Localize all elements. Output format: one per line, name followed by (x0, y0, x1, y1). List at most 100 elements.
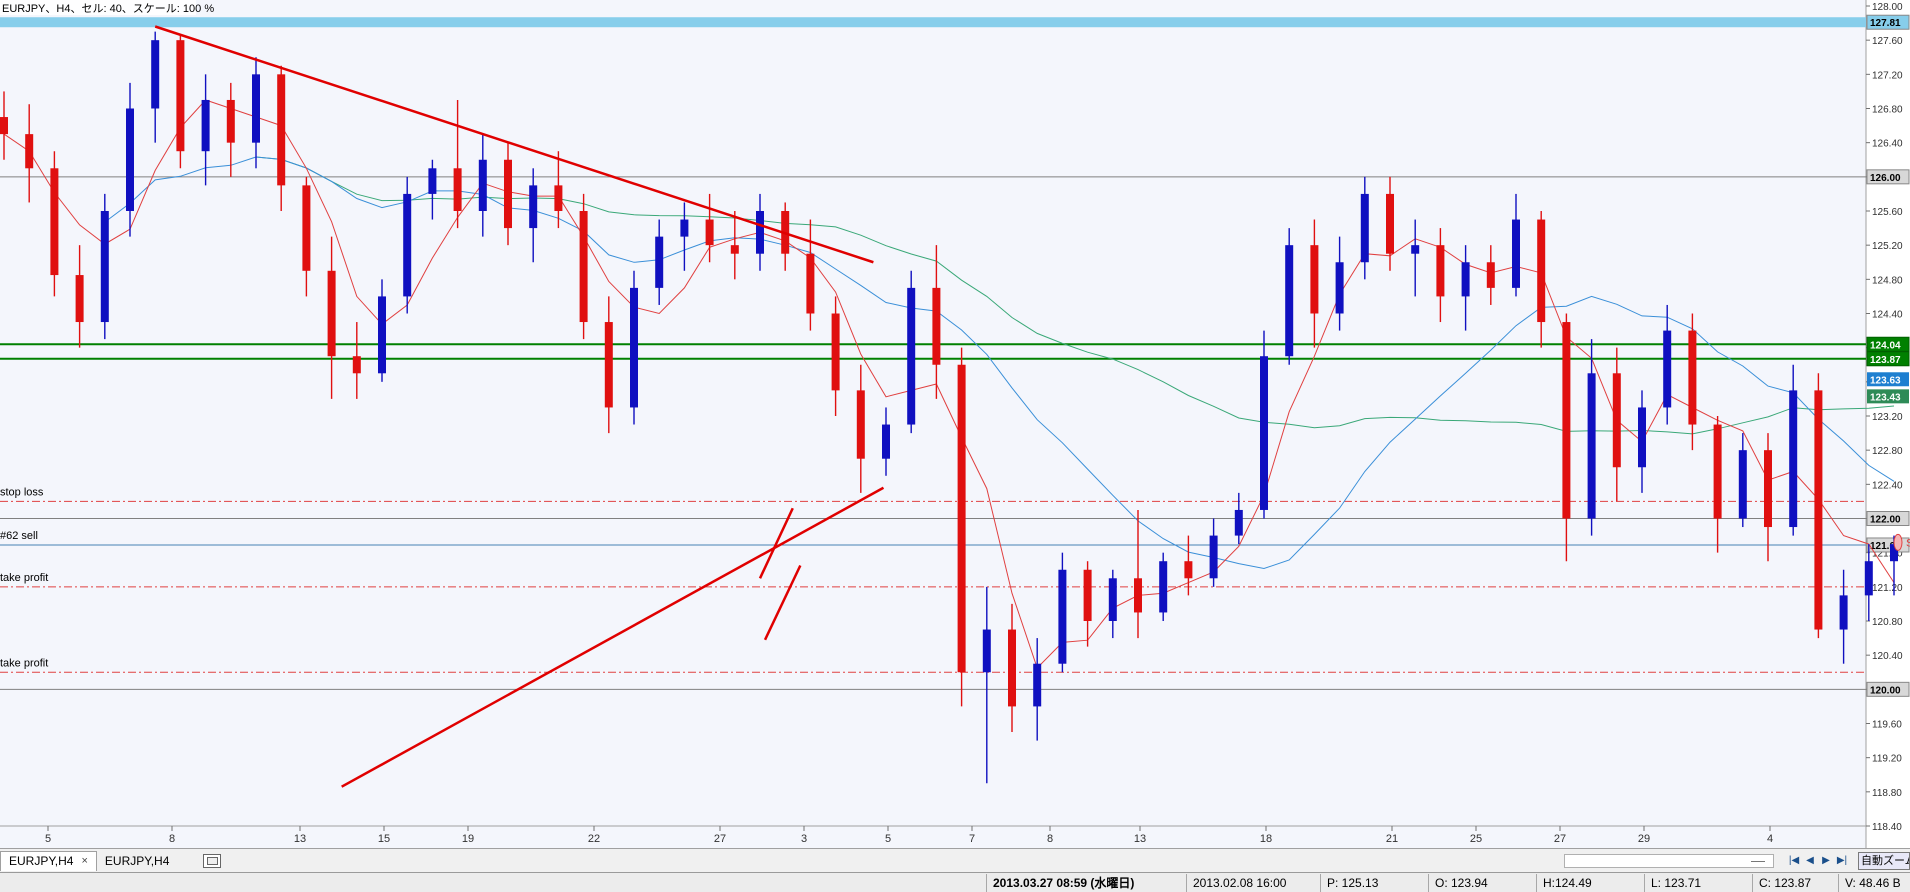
trendline-channel-lower[interactable] (763, 564, 802, 641)
status-volume: V: 48.46 B (1838, 873, 1910, 892)
chart-scroll-track[interactable] (1564, 853, 1774, 868)
candle-body (1360, 193, 1369, 263)
candle-body (478, 159, 487, 211)
price-tag-text-green-lower: 123.87 (1870, 355, 1901, 366)
candle-body (428, 168, 437, 194)
candle-body (1260, 356, 1268, 510)
tab-eurjpy-h4[interactable]: EURJPY,H4 (97, 851, 177, 871)
candle-body (856, 390, 865, 459)
sell-arrow-icon[interactable] (1893, 533, 1903, 551)
candle-body (1461, 262, 1470, 297)
y-tick-label: 120.80 (1872, 617, 1903, 628)
x-tick-label: 27 (1554, 833, 1566, 845)
candle-body (806, 253, 815, 314)
price-tag-green-lower (1866, 351, 1910, 367)
y-tick-label: 124.80 (1872, 275, 1903, 286)
price-tag-text-sell-line: 121.69 (1870, 541, 1901, 552)
status-close: C: 123.87 (1752, 873, 1838, 892)
candle-body (579, 211, 588, 323)
candle-body (1184, 561, 1193, 579)
price-tag-text-green-upper: 124.04 (1870, 340, 1901, 351)
y-tick-label: 119.20 (1872, 754, 1902, 765)
status-pivot: P: 125.13 (1320, 873, 1428, 892)
hline-label-stop-loss: stop loss (0, 486, 44, 498)
price-tag-level-126 (1866, 169, 1910, 185)
candle-body (655, 236, 664, 288)
candle-body (126, 108, 134, 211)
scroll-next-icon[interactable]: ▶ (1822, 854, 1830, 866)
y-tick-label: 124.40 (1872, 310, 1903, 321)
price-tag-green-upper (1866, 336, 1910, 352)
y-tick-label: 118.80 (1872, 788, 1902, 799)
x-tick-label: 15 (378, 833, 390, 845)
candle-body (1612, 373, 1621, 468)
candle-body (1537, 219, 1546, 323)
x-tick-label: 13 (1134, 833, 1146, 845)
price-tag-level-122 (1866, 511, 1910, 526)
candle-body (932, 287, 941, 365)
ma-fast-line (3, 99, 1895, 669)
candle-body (1436, 245, 1445, 297)
y-tick-label: 128.00 (1872, 2, 1903, 13)
candle-body (957, 364, 966, 673)
candle-body (50, 168, 59, 276)
candle-body (1108, 578, 1117, 621)
hline-top-band[interactable] (0, 17, 1866, 28)
candle-body (907, 287, 916, 425)
hline-label-sell-line: #62 sell (0, 530, 38, 542)
ma-tag-0 (1867, 372, 1909, 387)
candle-body (756, 211, 764, 254)
chart-area[interactable]: 128.00 127.60 127.20 126.80 126.40 126.00 125.… (0, 0, 1910, 848)
trendline-descending-resistance[interactable] (154, 25, 874, 264)
candle-body (630, 287, 638, 408)
candle-body (1209, 535, 1218, 579)
candle-body (1335, 262, 1344, 314)
candle-body (327, 270, 336, 357)
new-window-icon[interactable] (203, 853, 222, 868)
price-axis-panel (1866, 0, 1910, 848)
candle-body (277, 74, 286, 186)
candle-body (378, 296, 386, 374)
candle-body (1713, 424, 1722, 519)
tab-close-icon[interactable]: × (81, 855, 88, 867)
candle-body (1234, 509, 1243, 536)
x-tick-label: 25 (1470, 833, 1482, 845)
candle-body (226, 99, 235, 143)
x-tick-label: 7 (969, 833, 975, 845)
candle-body (1638, 407, 1646, 468)
price-tag-text-level-122: 122.00 (1870, 515, 1901, 526)
price-chart[interactable]: 128.00 127.60 127.20 126.80 126.40 126.00 125.… (0, 0, 1910, 848)
auto-zoom-button[interactable]: 自動ズーム (1858, 851, 1910, 870)
scroll-prev-icon[interactable]: ◀ (1806, 854, 1814, 866)
x-tick-label: 4 (1767, 833, 1773, 845)
chart-title-bg (0, 0, 196, 15)
y-tick-label: 119.60 (1872, 720, 1902, 731)
candle-body (1814, 390, 1823, 630)
candle-body (1764, 450, 1772, 528)
candle-body (1285, 245, 1294, 357)
trendline-channel-upper[interactable] (758, 507, 794, 579)
x-tick-label: 29 (1638, 833, 1650, 845)
y-tick-label: 127.60 (1872, 36, 1903, 47)
hline-label-take-profit-1: take profit (0, 572, 48, 584)
x-tick-label: 19 (462, 833, 474, 845)
tab-eurjpy-h4-active[interactable]: EURJPY,H4 × (0, 850, 97, 871)
trendline-ascending-support[interactable] (341, 486, 885, 788)
candle-body (201, 99, 210, 152)
scroll-first-icon[interactable]: |◀ (1788, 854, 1800, 866)
candle-body (352, 356, 361, 374)
sell-marker-label: Sell (1906, 537, 1910, 549)
candle-body (1008, 629, 1016, 707)
candle-body (604, 322, 613, 408)
status-open: O: 123.94 (1428, 873, 1536, 892)
candle-body (1839, 595, 1848, 630)
candle-body (302, 185, 311, 271)
candle-body (1512, 219, 1520, 288)
y-tick-label: 118.40 (1872, 822, 1902, 833)
ma-mid-line (104, 156, 1895, 570)
candle-body (252, 74, 260, 143)
scroll-last-icon[interactable]: ▶| (1836, 854, 1848, 866)
x-tick-label: 8 (169, 833, 175, 845)
candle-body (1134, 578, 1142, 613)
status-bar-time: 2013.02.08 16:00 (1186, 873, 1320, 892)
